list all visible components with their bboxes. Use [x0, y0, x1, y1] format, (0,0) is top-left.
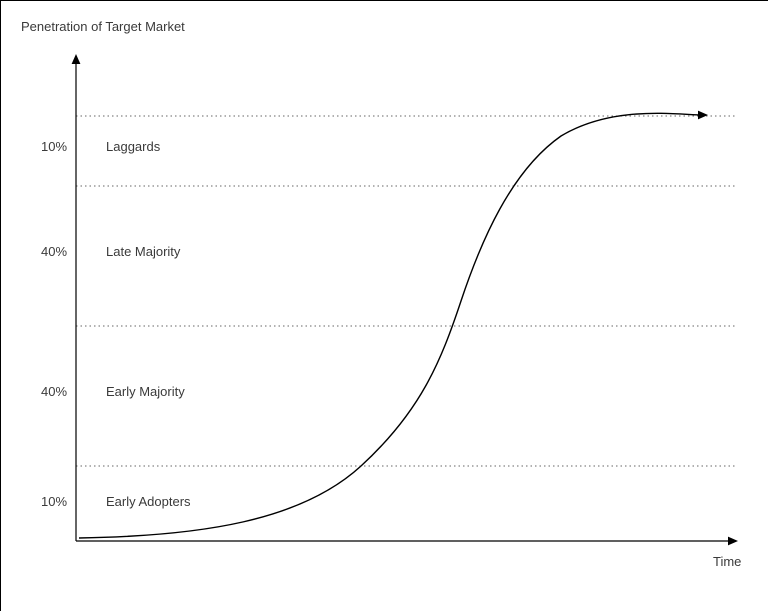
x-axis-title: Time: [713, 554, 741, 569]
chart-frame: Penetration of Target Market Time 10% Lagga…: [0, 0, 768, 611]
band-percent: 40%: [41, 384, 67, 399]
band-percent: 10%: [41, 139, 67, 154]
band-name: Laggards: [106, 139, 161, 154]
band-percent: 10%: [41, 494, 67, 509]
band-name: Late Majority: [106, 244, 181, 259]
band-name: Early Adopters: [106, 494, 191, 509]
chart-bg: [1, 1, 768, 612]
adoption-curve-chart: Penetration of Target Market Time 10% Lagga…: [1, 1, 768, 612]
y-axis-title: Penetration of Target Market: [21, 19, 185, 34]
band-name: Early Majority: [106, 384, 185, 399]
band-percent: 40%: [41, 244, 67, 259]
